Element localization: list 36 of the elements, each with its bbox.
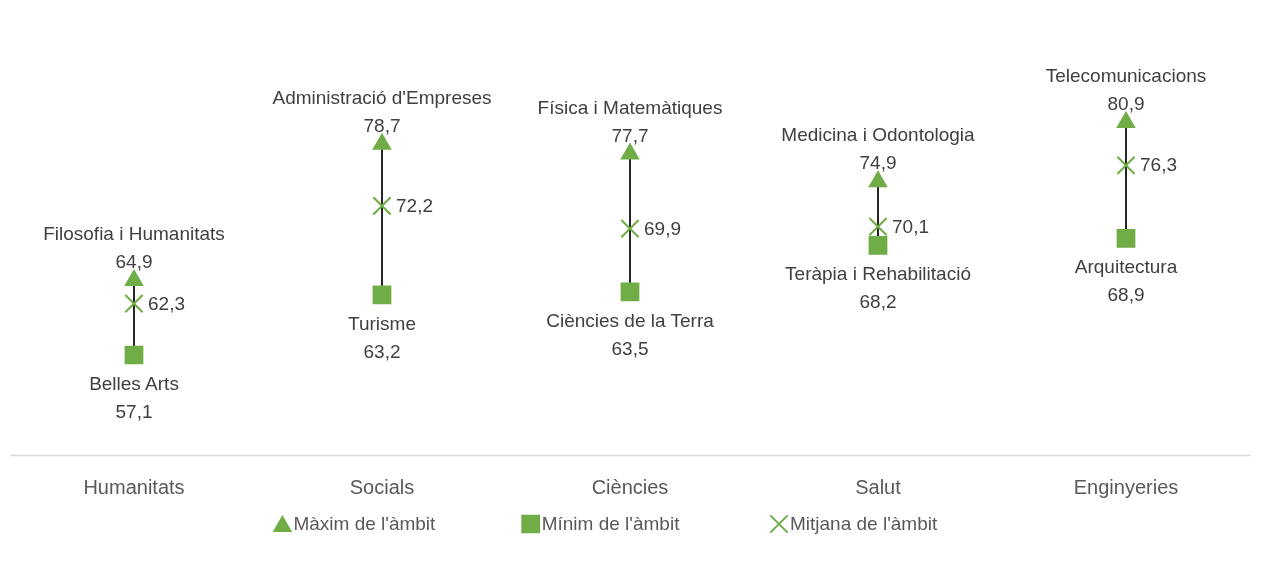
point bbox=[868, 236, 888, 255]
data-label: 70,1 bbox=[892, 215, 929, 237]
data-label: 72,2 bbox=[396, 194, 433, 216]
point bbox=[620, 218, 640, 239]
data-label: Medicina i Odontologia 74,9 bbox=[781, 124, 976, 174]
point bbox=[372, 285, 392, 305]
data-label: Telecomunicacions 80,9 bbox=[1045, 65, 1207, 114]
data-label: Física i Matemàtiques 77,7 bbox=[537, 96, 723, 146]
data-label: 76,3 bbox=[1140, 154, 1177, 176]
data-label: 69,9 bbox=[644, 217, 681, 239]
data-label: Teràpia i Rehabilitació 68,2 bbox=[785, 263, 971, 313]
data-label: Administració d'Empreses 78,7 bbox=[272, 86, 492, 136]
x-tick-label: Enginyeries bbox=[1073, 475, 1179, 498]
legend-label: Mínim de l'àmbit bbox=[541, 513, 681, 534]
data-label: Ciències de la Terra 63,5 bbox=[546, 309, 715, 359]
point bbox=[1116, 155, 1136, 176]
point bbox=[620, 282, 640, 302]
point bbox=[124, 294, 144, 314]
data-label: Turisme 63,2 bbox=[348, 312, 416, 362]
point bbox=[124, 345, 144, 365]
data-label: Arquitectura 68,9 bbox=[1074, 256, 1178, 306]
point bbox=[1116, 112, 1136, 128]
point bbox=[868, 171, 888, 188]
legend-label: Mitjana de l'àmbit bbox=[789, 513, 938, 534]
x-tick-label: Ciències bbox=[591, 475, 669, 498]
data-label: 62,3 bbox=[148, 292, 185, 314]
point bbox=[372, 196, 392, 216]
point bbox=[1116, 229, 1136, 248]
data-label: Belles Arts 57,1 bbox=[89, 373, 179, 422]
point bbox=[124, 270, 144, 286]
legend-label: Màxim de l'àmbit bbox=[293, 513, 437, 534]
x-tick-label: Salut bbox=[855, 475, 902, 498]
x-tick-label: Socials bbox=[349, 475, 415, 498]
x-tick-label: Humanitats bbox=[83, 475, 185, 498]
point bbox=[868, 216, 888, 237]
data-label: Filosofia i Humanitats 64,9 bbox=[43, 222, 225, 272]
